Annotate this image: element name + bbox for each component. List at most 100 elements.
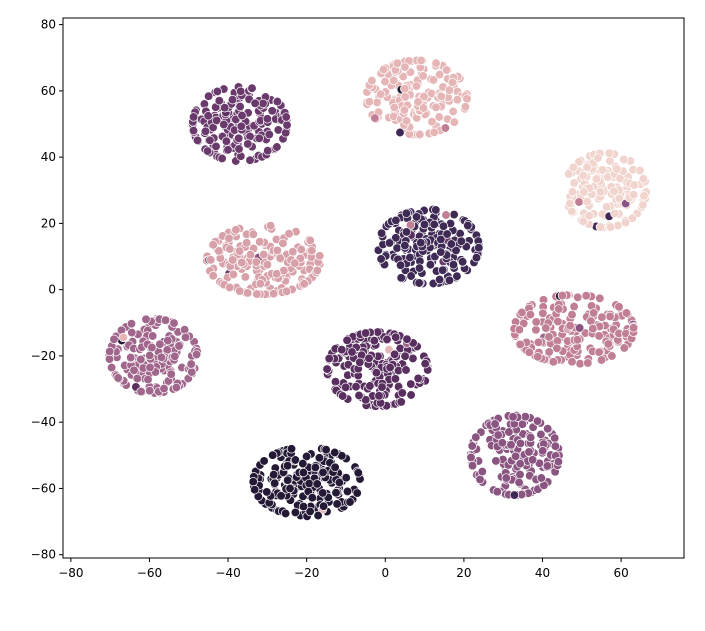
data-point	[471, 253, 482, 263]
data-point	[517, 307, 527, 318]
data-point	[171, 382, 182, 393]
data-point	[337, 345, 347, 355]
data-point	[234, 246, 245, 256]
data-point	[567, 357, 577, 367]
data-point	[581, 291, 591, 301]
data-point	[594, 347, 604, 357]
data-point	[475, 474, 485, 485]
data-point	[429, 127, 439, 137]
data-point	[145, 362, 155, 373]
data-point	[105, 346, 115, 357]
data-point	[202, 146, 213, 156]
data-point	[126, 319, 137, 329]
data-point	[578, 171, 588, 181]
data-point	[550, 441, 561, 451]
data-point	[595, 222, 606, 232]
data-point	[224, 233, 234, 243]
data-point	[307, 493, 317, 503]
data-point	[405, 252, 415, 263]
data-point	[441, 65, 452, 75]
data-point	[252, 289, 262, 299]
data-point	[438, 221, 449, 231]
data-point	[493, 430, 503, 440]
x-tick-label: 0	[381, 566, 389, 580]
data-point	[367, 75, 377, 86]
data-point	[548, 357, 559, 367]
data-point	[524, 347, 534, 357]
x-tick-label: −60	[137, 566, 162, 580]
data-point	[526, 432, 536, 443]
data-point	[408, 353, 418, 364]
data-point	[504, 427, 514, 437]
data-point	[214, 96, 224, 106]
data-point	[236, 121, 246, 131]
data-point	[351, 382, 361, 392]
data-point	[444, 275, 455, 285]
data-point	[364, 97, 374, 107]
data-point	[342, 486, 353, 497]
data-point	[448, 106, 458, 117]
data-point	[620, 217, 631, 228]
data-point	[263, 146, 273, 156]
data-point	[574, 197, 584, 207]
data-point	[228, 255, 238, 265]
data-point	[240, 272, 251, 282]
data-point	[406, 379, 416, 389]
data-point	[515, 459, 525, 469]
data-point	[376, 89, 386, 99]
data-point	[170, 351, 180, 361]
data-point	[603, 339, 613, 349]
data-point	[208, 271, 218, 281]
data-point	[267, 106, 277, 116]
data-point	[272, 142, 282, 152]
data-point	[126, 352, 136, 363]
data-point	[573, 292, 583, 302]
data-point	[248, 229, 258, 239]
data-point	[234, 144, 244, 154]
data-point	[619, 154, 629, 165]
data-point	[538, 446, 548, 456]
data-point	[434, 112, 444, 122]
data-point	[275, 253, 285, 263]
data-point	[444, 85, 455, 95]
data-point	[605, 222, 616, 232]
data-point	[525, 309, 536, 320]
data-point	[221, 136, 232, 146]
data-point	[269, 470, 279, 480]
data-point	[567, 187, 578, 197]
data-point	[428, 75, 439, 85]
data-point	[200, 126, 211, 136]
data-point	[436, 247, 446, 257]
data-point	[569, 178, 579, 188]
data-point	[575, 359, 585, 369]
data-point	[629, 180, 639, 190]
data-point	[298, 501, 309, 512]
data-point	[429, 219, 439, 230]
data-point	[554, 304, 564, 314]
data-point	[235, 286, 245, 296]
data-point	[544, 347, 554, 357]
data-point	[166, 369, 176, 379]
data-point	[406, 271, 416, 281]
data-point	[338, 391, 348, 401]
data-point	[431, 205, 441, 215]
data-point	[491, 456, 501, 466]
data-point	[582, 196, 592, 207]
data-point	[531, 325, 541, 335]
data-point	[574, 323, 585, 333]
data-point	[258, 98, 268, 109]
data-point	[214, 246, 224, 256]
data-point	[262, 114, 273, 124]
data-point	[533, 352, 543, 362]
data-point	[282, 461, 293, 471]
data-point	[281, 286, 292, 296]
data-point	[206, 255, 216, 265]
data-point	[371, 368, 382, 378]
data-point	[236, 86, 246, 96]
data-point	[305, 235, 315, 246]
data-point	[515, 438, 526, 449]
data-point	[389, 102, 400, 113]
data-point	[434, 274, 445, 285]
y-tick-label: 80	[41, 18, 56, 32]
data-point	[621, 308, 632, 318]
